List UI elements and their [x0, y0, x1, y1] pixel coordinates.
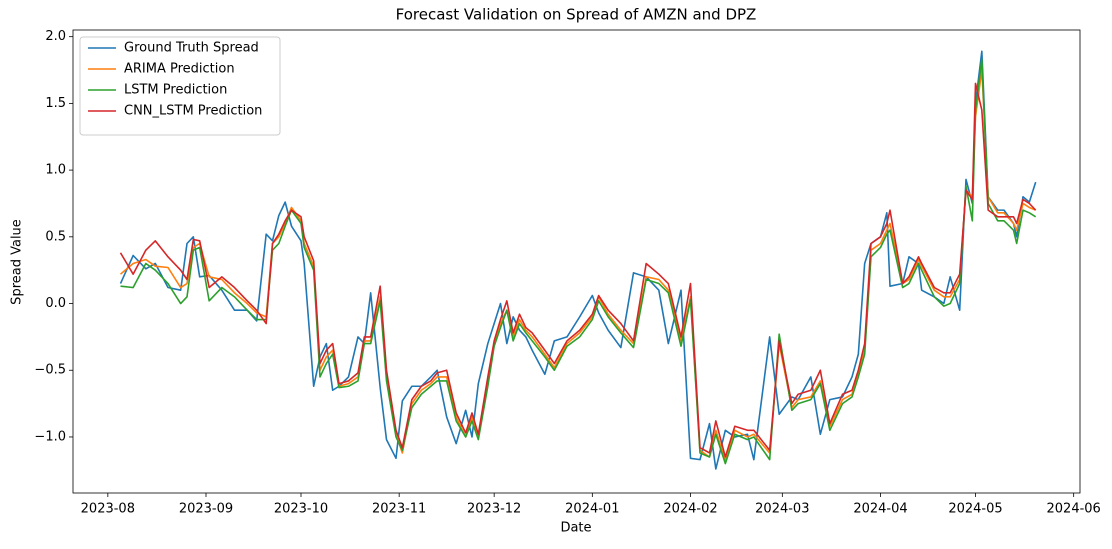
- legend-label: LSTM Prediction: [124, 83, 227, 98]
- y-tick-label: 1.5: [45, 96, 66, 111]
- series-line: [120, 58, 1037, 465]
- x-tick-label: 2024-01: [565, 502, 619, 517]
- series-line: [119, 82, 1037, 458]
- x-tick-label: 2024-03: [755, 502, 809, 517]
- series-line: [119, 50, 1037, 470]
- x-tick-label: 2024-04: [853, 502, 907, 517]
- x-tick-label: 2023-12: [467, 502, 521, 517]
- x-tick-label: 2024-06: [1047, 502, 1101, 517]
- legend: Ground Truth Spread ARIMA Prediction LSTM …: [79, 36, 281, 136]
- x-tick-label: 2023-11: [372, 502, 426, 517]
- y-tick-label: −1.0: [34, 429, 66, 444]
- y-tick-label: 1.0: [45, 163, 66, 178]
- x-tick-label: 2024-05: [948, 502, 1002, 517]
- legend-label: Ground Truth Spread: [124, 41, 259, 56]
- y-axis-label: Spread Value: [10, 219, 25, 305]
- y-tick-label: 0.0: [45, 296, 66, 311]
- y-tick-label: −0.5: [34, 363, 66, 378]
- y-tick-label: 2.0: [45, 29, 66, 44]
- y-tick-label: 0.5: [45, 229, 66, 244]
- legend-box: [79, 36, 281, 136]
- x-tick-label: 2023-10: [274, 502, 328, 517]
- legend-label: ARIMA Prediction: [124, 62, 235, 77]
- x-tick-label: 2023-09: [179, 502, 233, 517]
- x-tick-label: 2023-08: [81, 502, 135, 517]
- x-axis-label: Date: [560, 521, 591, 536]
- x-tick-label: 2024-02: [663, 502, 717, 517]
- plot-frame: [72, 29, 1081, 494]
- legend-label: CNN_LSTM Prediction: [124, 104, 262, 119]
- chart-title: Forecast Validation on Spread of AMZN an…: [396, 6, 757, 24]
